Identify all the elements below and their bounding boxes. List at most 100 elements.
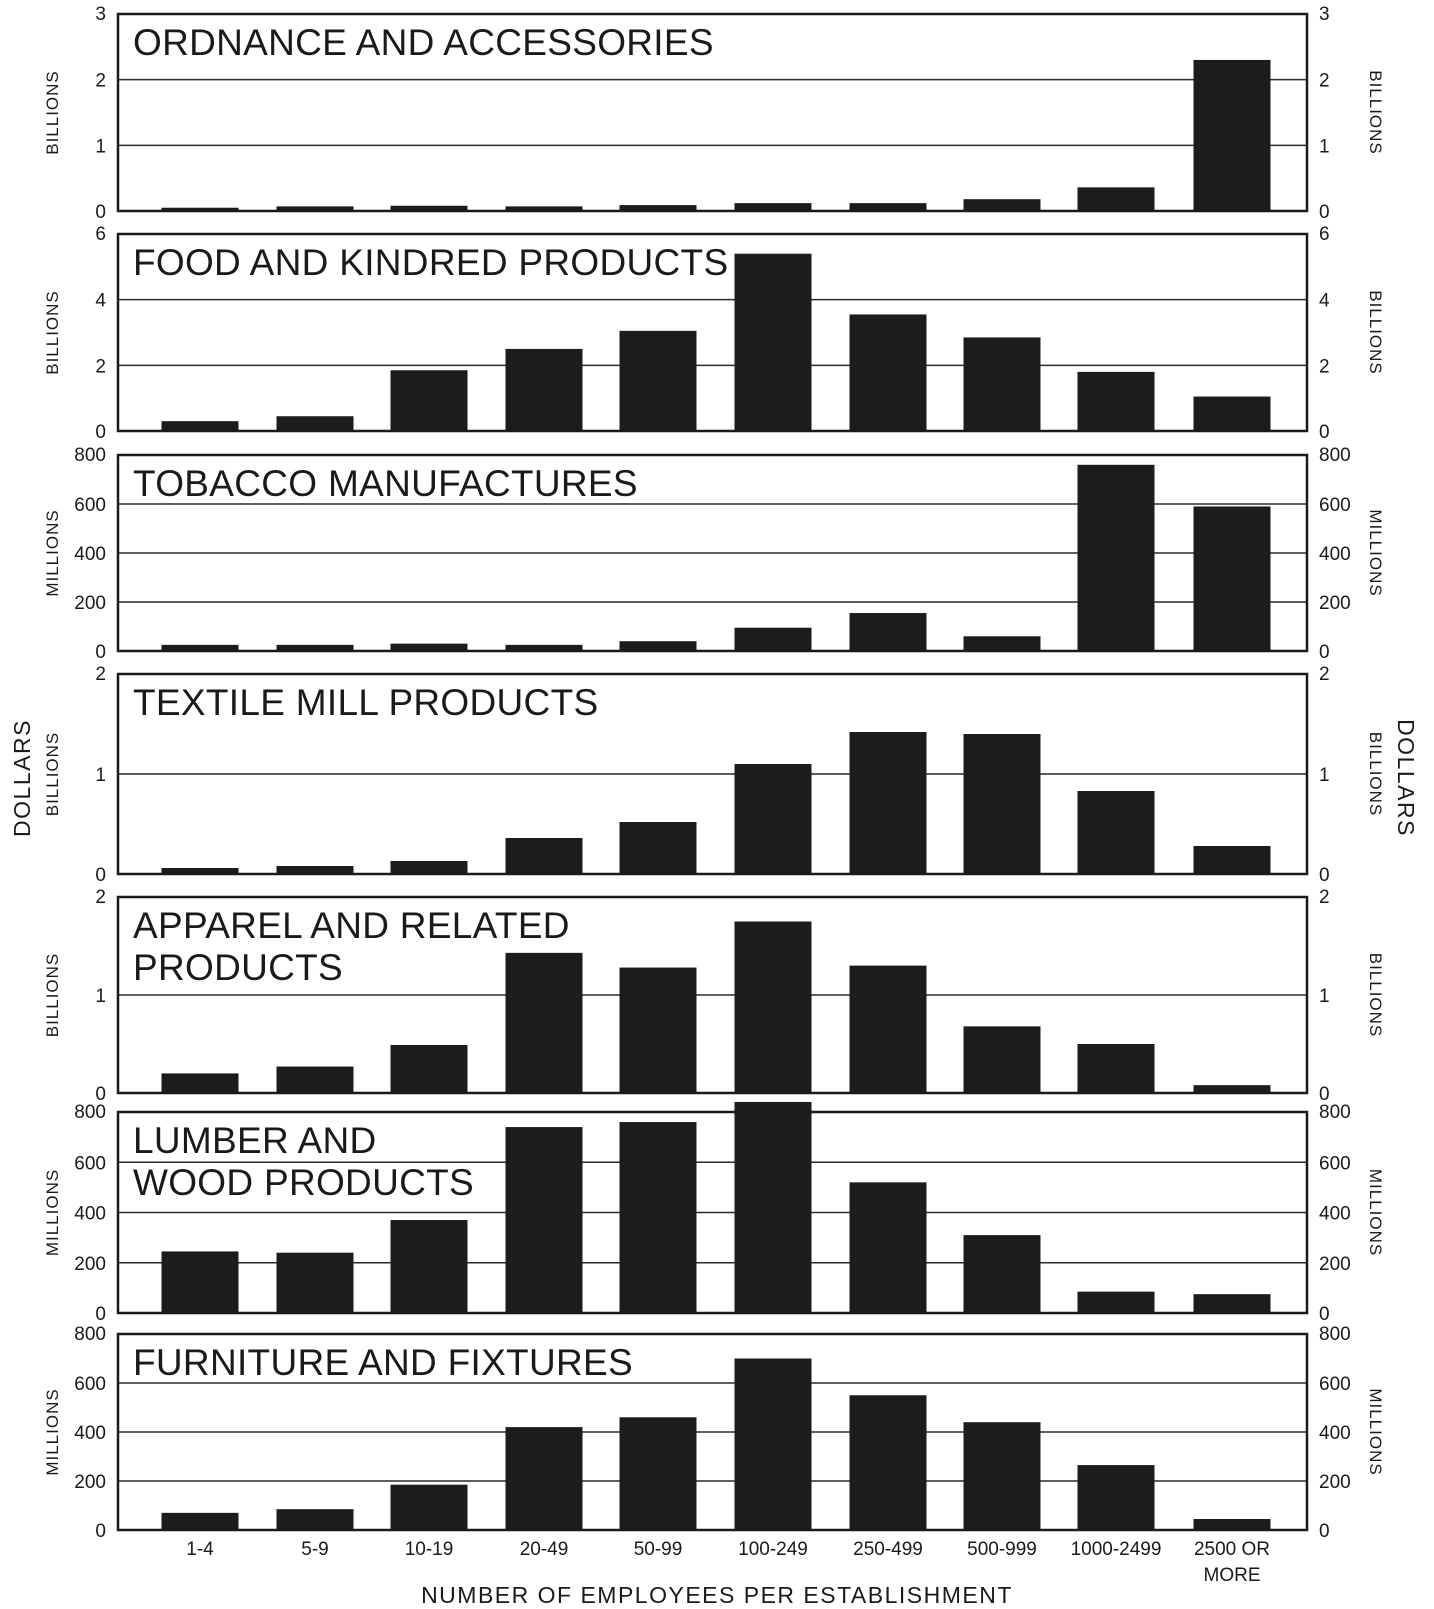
bar-10: [1193, 1518, 1271, 1530]
y-tick-left: 800: [74, 1324, 106, 1345]
y-unit-right: MILLIONS: [1366, 509, 1385, 596]
panel-title: FOOD AND KINDRED PRODUCTS: [133, 242, 728, 283]
x-tick-label: 250-499: [853, 1539, 923, 1560]
y-unit-left: BILLIONS: [43, 290, 62, 375]
y-tick-right: 600: [1319, 1374, 1351, 1395]
bar-7: [849, 314, 927, 431]
bar-3: [390, 1044, 468, 1093]
bar-10: [1193, 1294, 1271, 1313]
bar-6: [734, 627, 812, 651]
bar-4: [505, 838, 583, 874]
panel-frame: [116, 232, 1309, 433]
bar-4: [505, 1127, 583, 1313]
x-axis-title: NUMBER OF EMPLOYEES PER ESTABLISHMENT: [421, 1582, 1013, 1608]
bar-10: [1193, 1085, 1271, 1093]
y-tick-left: 800: [74, 445, 106, 466]
bar-3: [390, 1220, 468, 1313]
bar-2: [276, 1066, 354, 1093]
y-unit-right: MILLIONS: [1366, 1388, 1385, 1475]
bar-8: [963, 337, 1041, 431]
panel-5: 0 0 1 1 2 2 BILLIONS BILLIONS APPAREL AND RELATE…: [43, 887, 1385, 1105]
y-tick-left: 600: [74, 1153, 106, 1174]
bar-5: [619, 822, 697, 874]
y-tick-right: 800: [1319, 1102, 1351, 1123]
y-tick-right: 800: [1319, 445, 1351, 466]
bar-4: [505, 206, 583, 211]
y-tick-right: 4: [1319, 291, 1330, 312]
bar-6: [734, 921, 812, 1093]
bar-5: [619, 641, 697, 651]
y-tick-right: 600: [1319, 1153, 1351, 1174]
y-tick-right: 400: [1319, 544, 1351, 565]
bar-2: [276, 206, 354, 211]
y-tick-right: 0: [1319, 642, 1330, 663]
bar-5: [619, 1122, 697, 1313]
x-tick-label: 10-19: [405, 1539, 454, 1560]
y-tick-left: 200: [74, 593, 106, 614]
bar-4: [505, 348, 583, 431]
y-tick-left: 1: [95, 986, 106, 1007]
y-tick-left: 1: [95, 765, 106, 786]
y-tick-right: 2: [1319, 71, 1330, 92]
y-unit-left: MILLIONS: [43, 509, 62, 596]
panel-title: TOBACCO MANUFACTURES: [133, 463, 638, 504]
y-tick-left: 600: [74, 1374, 106, 1395]
bar-5: [619, 1417, 697, 1530]
bar-7: [849, 732, 927, 874]
y-tick-left: 6: [95, 224, 106, 245]
y-unit-right: BILLIONS: [1366, 70, 1385, 155]
bar-1: [161, 644, 239, 651]
x-tick-label: 1000-2499: [1071, 1539, 1162, 1560]
bar-2: [276, 416, 354, 431]
y-tick-right: 2: [1319, 356, 1330, 377]
bar-3: [390, 643, 468, 651]
left-dollars-label: DOLLARS: [9, 719, 35, 837]
y-tick-right: 2: [1319, 887, 1330, 908]
y-tick-left: 2: [95, 664, 106, 685]
bar-7: [849, 203, 927, 211]
y-tick-left: 400: [74, 544, 106, 565]
panel-title: LUMBER AND: [133, 1120, 377, 1161]
bar-8: [963, 1422, 1041, 1530]
bar-6: [734, 1358, 812, 1530]
bar-9: [1077, 791, 1155, 874]
y-tick-left: 3: [95, 4, 106, 25]
panel-4: 0 0 1 1 2 2 BILLIONS BILLIONS TEXTILE MILL PRODU…: [43, 664, 1385, 886]
panel-frame: [116, 1332, 1309, 1532]
bar-7: [849, 1395, 927, 1530]
bar-3: [390, 370, 468, 431]
y-tick-right: 200: [1319, 1472, 1351, 1493]
y-tick-right: 0: [1319, 1084, 1330, 1105]
y-tick-right: 400: [1319, 1204, 1351, 1225]
panel-title: FURNITURE AND FIXTURES: [133, 1342, 633, 1383]
bar-10: [1193, 59, 1271, 211]
y-tick-left: 0: [95, 1084, 106, 1105]
bar-6: [734, 203, 812, 211]
y-tick-left: 2: [95, 71, 106, 92]
bar-6: [734, 1101, 812, 1313]
bar-9: [1077, 1044, 1155, 1093]
bar-6: [734, 253, 812, 431]
panel-title: WOOD PRODUCTS: [133, 1162, 474, 1203]
bar-1: [161, 868, 239, 874]
y-tick-left: 600: [74, 495, 106, 516]
y-tick-right: 2: [1319, 664, 1330, 685]
panel-2: 0 0 2 2 4 4 6 6 BILLIONS BILLIONS FOOD AND KINDRED…: [43, 224, 1385, 443]
bar-10: [1193, 846, 1271, 874]
y-tick-left: 0: [95, 1521, 106, 1542]
panel-7: 0 0 200 200 400 400 600 600 800 800 MILLIONS MILLIO…: [43, 1324, 1385, 1542]
y-tick-right: 0: [1319, 202, 1330, 223]
bar-5: [619, 205, 697, 211]
y-tick-left: 1: [95, 136, 106, 157]
y-tick-right: 1: [1319, 986, 1330, 1007]
y-unit-right: MILLIONS: [1366, 1169, 1385, 1256]
y-tick-left: 400: [74, 1204, 106, 1225]
y-unit-left: BILLIONS: [43, 732, 62, 817]
y-tick-right: 0: [1319, 1304, 1330, 1325]
bar-7: [849, 965, 927, 1093]
panel-6: 0 0 200 200 400 400 600 600 800 800 MILLIONS MILLIO…: [43, 1101, 1385, 1325]
panel-title: ORDNANCE AND ACCESSORIES: [133, 22, 714, 63]
bar-3: [390, 205, 468, 211]
bar-1: [161, 1512, 239, 1530]
panel-frame: [116, 12, 1309, 213]
